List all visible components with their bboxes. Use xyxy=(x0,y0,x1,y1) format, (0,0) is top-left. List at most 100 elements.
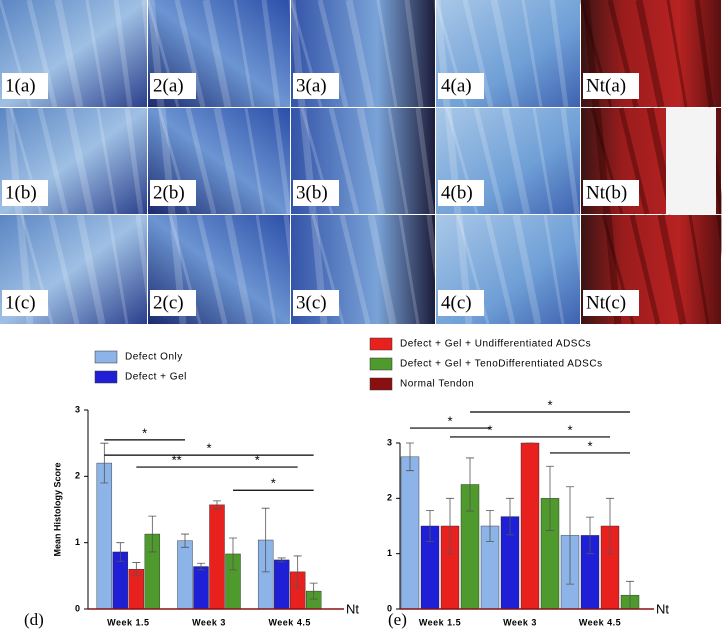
bar xyxy=(209,504,225,610)
tissue-fiber xyxy=(124,107,144,215)
tissue-fiber xyxy=(657,214,687,325)
nt-white-region xyxy=(666,0,716,107)
tissue-fiber xyxy=(694,0,714,108)
error-bar xyxy=(277,557,286,563)
panel-label: 4(a) xyxy=(441,75,472,96)
error-bar xyxy=(486,510,494,542)
error-bar xyxy=(446,497,454,555)
panel-label: 3(b) xyxy=(296,182,328,203)
tissue-fiber xyxy=(272,107,292,215)
significance-label: * xyxy=(587,438,592,453)
tissue-fiber xyxy=(549,0,569,108)
panel-label-box xyxy=(2,180,48,206)
x-tick-label: Week 3 xyxy=(192,617,226,627)
tissue-fiber xyxy=(415,107,435,215)
error-bar xyxy=(546,465,554,531)
significance-label: * xyxy=(487,422,492,437)
y-tick-label: 1 xyxy=(75,537,80,547)
panel-label: 1(a) xyxy=(5,75,36,96)
error-bar xyxy=(309,582,318,600)
panel-label: 1(c) xyxy=(5,292,36,313)
legend-label: Defect + Gel + Undifferentiated ADSCs xyxy=(400,339,591,350)
y-tick-label: 3 xyxy=(75,404,80,414)
tissue-fiber xyxy=(107,214,129,325)
tissue-fiber xyxy=(716,214,722,258)
tissue-fiber xyxy=(85,0,107,108)
x-tick-label: Week 3 xyxy=(503,617,537,627)
legend-label: Defect + Gel + TenoDifferentiated ADSCs xyxy=(400,359,603,370)
bar xyxy=(96,462,113,610)
error-bar xyxy=(426,510,434,542)
legend-swatch xyxy=(369,337,393,351)
legend-swatch xyxy=(94,370,118,384)
tissue-fiber xyxy=(65,107,95,215)
panel-label: Nt(c) xyxy=(586,292,626,313)
tissue-fiber xyxy=(213,107,243,215)
error-bar xyxy=(261,507,270,573)
significance-label: * xyxy=(255,452,260,467)
tissue-fiber xyxy=(404,0,424,108)
panel-letter: (d) xyxy=(24,610,44,629)
error-bar xyxy=(466,457,474,512)
tissue-fiber xyxy=(317,0,349,108)
panel-label-box xyxy=(150,180,196,206)
panel-label: Nt(b) xyxy=(586,182,627,203)
tissue-fiber xyxy=(387,107,409,215)
tissue-fiber xyxy=(532,107,554,215)
tissue-fiber xyxy=(398,214,420,325)
tissue-fiber xyxy=(255,214,277,325)
error-bar xyxy=(606,497,614,555)
tissue-fiber xyxy=(473,107,505,215)
legend-swatch xyxy=(369,377,393,391)
x-tick-label: Week 4.5 xyxy=(268,617,310,627)
legend-label: Defect Only xyxy=(125,352,183,363)
tissue-fiber xyxy=(76,214,106,325)
bar xyxy=(193,566,209,610)
tissue-fiber xyxy=(356,107,386,215)
tissue-fiber xyxy=(26,0,58,108)
panel-label-box xyxy=(583,73,639,99)
error-bar xyxy=(213,500,221,510)
tissue-fiber xyxy=(521,0,543,108)
error-bar xyxy=(148,515,157,553)
reference-label: Nt xyxy=(656,601,669,616)
bar xyxy=(400,456,420,610)
error-bar xyxy=(229,537,237,571)
tissue-fiber xyxy=(618,107,650,215)
significance-label: * xyxy=(142,425,147,440)
tissue-fiber xyxy=(512,214,542,325)
reference-label: Nt xyxy=(346,601,359,616)
panel-label-box xyxy=(583,180,639,206)
error-bar xyxy=(116,542,125,562)
significance-label: ** xyxy=(172,452,182,467)
error-bar xyxy=(566,486,574,585)
tissue-fiber xyxy=(96,107,118,215)
tissue-fiber xyxy=(367,214,397,325)
legend-swatch xyxy=(94,350,118,364)
significance-label: * xyxy=(447,413,452,428)
tissue-fiber xyxy=(543,214,565,325)
panel-label-box xyxy=(2,290,48,316)
bar xyxy=(177,540,193,610)
panel-label-box xyxy=(438,290,484,316)
legend-label: Normal Tendon xyxy=(400,379,474,390)
tissue-fiber xyxy=(48,214,80,325)
tissue-fiber xyxy=(54,0,84,108)
tissue-fiber xyxy=(233,0,255,108)
error-bar xyxy=(506,497,514,536)
error-bar xyxy=(293,555,302,589)
panel-label-box xyxy=(293,73,339,99)
tissue-fiber xyxy=(174,0,206,108)
panel-label: 1(b) xyxy=(5,182,37,203)
tissue-fiber xyxy=(339,214,371,325)
tissue-fiber xyxy=(244,107,266,215)
panel-label: 2(b) xyxy=(153,182,185,203)
panel-label: 3(c) xyxy=(296,292,327,313)
y-tick-label: 2 xyxy=(387,493,392,503)
panel-label-box xyxy=(293,290,339,316)
error-bar xyxy=(197,562,205,571)
panel-label-box xyxy=(2,73,48,99)
y-tick-label: 3 xyxy=(387,437,392,447)
panel-label-box xyxy=(150,73,196,99)
